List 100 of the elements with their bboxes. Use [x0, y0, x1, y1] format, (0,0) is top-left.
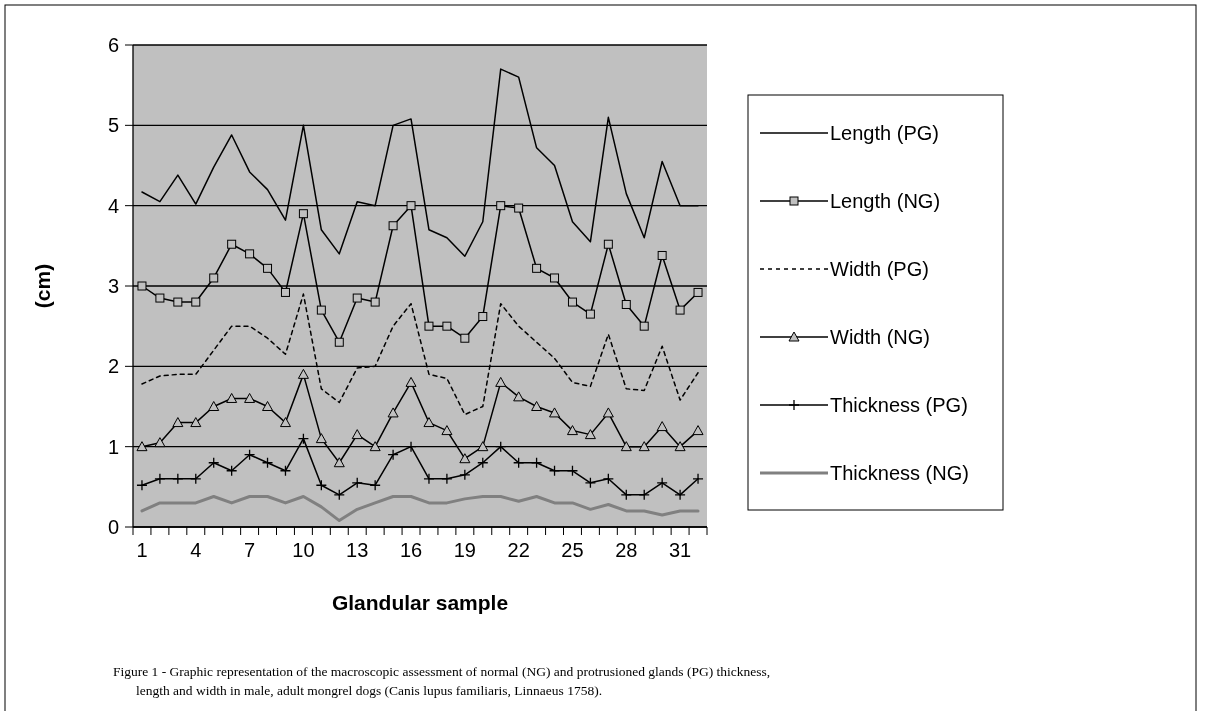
point	[496, 201, 506, 211]
point	[441, 425, 453, 436]
legend-label: Thickness (PG)	[830, 394, 968, 416]
point	[352, 293, 362, 303]
point	[477, 457, 489, 469]
point	[208, 401, 220, 411]
point	[226, 465, 238, 477]
point	[495, 376, 507, 387]
point	[620, 489, 632, 501]
point	[548, 465, 561, 477]
point	[692, 473, 704, 485]
point	[245, 249, 255, 259]
point	[155, 293, 165, 303]
point	[279, 465, 292, 477]
point	[550, 273, 560, 283]
point	[351, 429, 363, 440]
x-axis-title: Glandular sample	[331, 591, 509, 614]
y-tick-label: 0	[107, 516, 119, 538]
x-tick-label: 19	[453, 539, 476, 561]
point	[514, 203, 524, 213]
x-tick-label: 31	[668, 539, 692, 561]
point	[154, 437, 166, 448]
x-tick-label: 28	[615, 539, 638, 561]
point	[172, 473, 184, 485]
point	[639, 321, 649, 331]
point	[227, 239, 237, 249]
x-tick-label: 1	[136, 539, 148, 561]
point	[566, 465, 579, 477]
x-tick-label: 7	[244, 539, 256, 561]
x-tick-label: 13	[346, 539, 369, 561]
x-tick-label: 10	[292, 539, 315, 561]
point	[244, 392, 256, 403]
point	[333, 457, 345, 468]
point	[263, 263, 273, 273]
point	[226, 392, 238, 403]
y-tick-label: 2	[107, 355, 119, 378]
point	[137, 281, 147, 291]
point	[478, 312, 488, 322]
x-tick-label: 16	[399, 539, 423, 561]
point	[316, 305, 326, 315]
point	[243, 449, 256, 461]
legend-label: Length (NG)	[830, 190, 941, 212]
point	[191, 297, 201, 307]
point	[459, 469, 471, 481]
point	[442, 321, 452, 331]
point	[424, 321, 434, 331]
point	[423, 417, 435, 428]
point	[190, 473, 202, 485]
point	[298, 209, 308, 219]
x-tick-label: 22	[507, 539, 530, 561]
point	[549, 407, 561, 418]
point	[136, 479, 148, 491]
legend-label: Width (NG)	[830, 326, 930, 348]
point	[405, 376, 417, 387]
y-axis-title: (cm)	[31, 263, 54, 309]
point	[173, 297, 183, 307]
point	[460, 333, 470, 343]
point	[334, 337, 344, 347]
y-tick-label: 3	[107, 275, 119, 297]
point	[513, 457, 525, 469]
point	[477, 441, 489, 452]
x-tick-label: 4	[190, 539, 202, 561]
point	[566, 425, 578, 436]
legend-label: Width (PG)	[830, 258, 929, 280]
point	[692, 425, 704, 436]
point	[674, 489, 686, 501]
point	[297, 432, 310, 445]
y-tick-label: 1	[107, 435, 119, 458]
point	[280, 287, 290, 297]
point	[495, 441, 507, 453]
point	[154, 473, 166, 485]
point	[279, 417, 291, 428]
point	[297, 368, 309, 379]
line-series	[140, 494, 700, 523]
legend-label: Thickness (NG)	[830, 462, 969, 484]
point	[441, 473, 453, 485]
point	[530, 457, 543, 469]
point	[513, 391, 525, 402]
y-tick-label: 4	[107, 194, 119, 217]
point	[315, 479, 327, 491]
point	[423, 473, 435, 485]
point	[585, 309, 595, 319]
point	[459, 453, 471, 464]
x-tick-label: 25	[561, 539, 584, 561]
point	[656, 477, 668, 489]
point	[602, 473, 614, 485]
point	[333, 489, 345, 501]
point	[262, 401, 274, 411]
point	[602, 407, 614, 418]
point	[406, 201, 416, 211]
point	[621, 299, 631, 309]
caption: Figure 1 - Graphic representation of the macroscopic assessment of normal (NG) and protrusioned glands (PG) thickness, length and width in male, adult mongrel dogs (Canis lupus familiaris, Linnaeus 1758).	[113, 664, 771, 698]
point	[208, 457, 220, 469]
point	[172, 417, 184, 428]
point	[388, 221, 398, 231]
point	[369, 479, 381, 491]
point	[531, 401, 543, 411]
point	[584, 477, 597, 489]
point	[638, 489, 650, 501]
point	[209, 273, 219, 283]
